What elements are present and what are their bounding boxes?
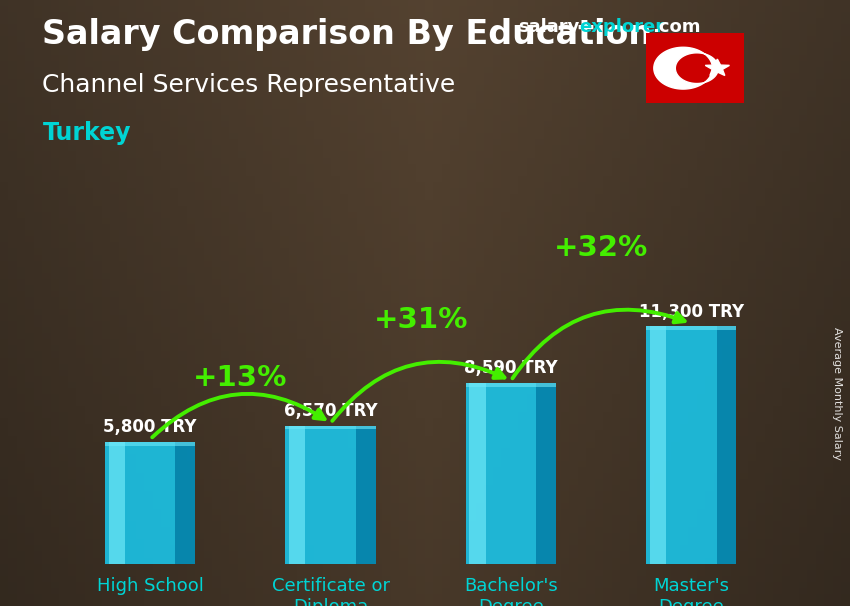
Text: salary: salary — [518, 18, 580, 36]
Text: +13%: +13% — [193, 364, 287, 393]
Bar — [286, 425, 376, 429]
Text: .com: .com — [652, 18, 700, 36]
Bar — [466, 383, 556, 387]
Bar — [286, 425, 376, 564]
Text: explorer: explorer — [580, 18, 665, 36]
Text: +32%: +32% — [554, 233, 649, 262]
Polygon shape — [654, 47, 718, 89]
Text: Channel Services Representative: Channel Services Representative — [42, 73, 456, 97]
Text: Average Monthly Salary: Average Monthly Salary — [832, 327, 842, 461]
Bar — [356, 425, 376, 564]
Bar — [105, 442, 196, 445]
Text: Salary Comparison By Education: Salary Comparison By Education — [42, 18, 653, 51]
Text: 6,570 TRY: 6,570 TRY — [284, 402, 377, 420]
Bar — [105, 442, 196, 564]
Bar — [646, 326, 736, 330]
Text: 5,800 TRY: 5,800 TRY — [104, 418, 197, 436]
Bar — [289, 425, 305, 564]
Text: +31%: +31% — [373, 306, 468, 335]
Bar — [109, 442, 125, 564]
Bar — [175, 442, 196, 564]
Bar — [469, 383, 485, 564]
Bar — [717, 326, 736, 564]
Text: 11,300 TRY: 11,300 TRY — [638, 302, 744, 321]
Bar — [466, 383, 556, 564]
Bar — [649, 326, 666, 564]
Bar — [536, 383, 556, 564]
Bar — [646, 326, 736, 564]
Polygon shape — [706, 59, 729, 76]
Text: Turkey: Turkey — [42, 121, 131, 145]
Text: 8,590 TRY: 8,590 TRY — [464, 359, 558, 378]
